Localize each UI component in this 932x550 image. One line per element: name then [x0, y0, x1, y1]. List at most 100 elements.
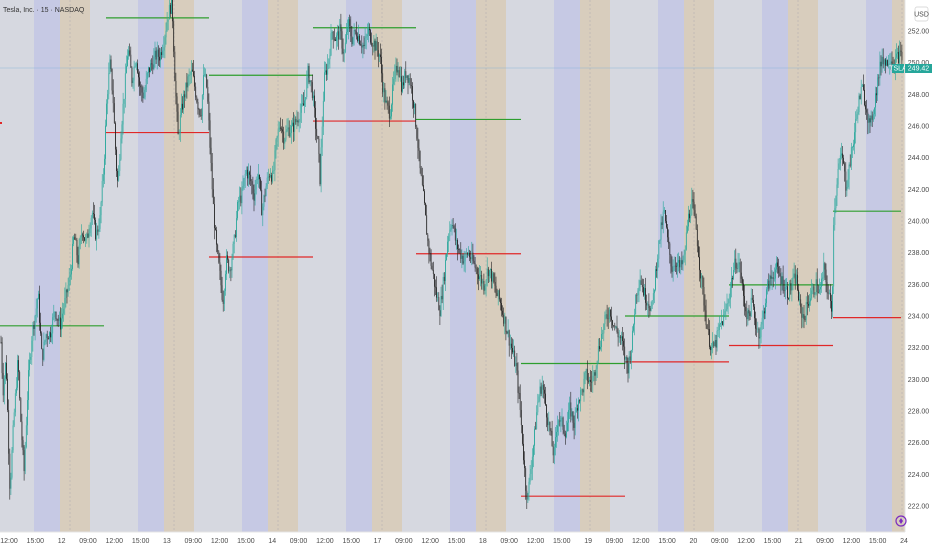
candle-body [358, 35, 359, 41]
candle-body [815, 279, 817, 295]
candle-body [28, 370, 29, 401]
side-marker [0, 122, 2, 124]
candle-body [659, 239, 661, 241]
candle-body [541, 384, 543, 394]
candle-body [674, 265, 676, 267]
candle-body [292, 122, 293, 126]
candle-body [523, 443, 524, 461]
candle-body [137, 63, 138, 73]
candle-body [357, 36, 358, 41]
candle-body [712, 342, 714, 348]
candle-body [11, 450, 13, 478]
time-axis[interactable]: 12:00 15:00 12 09:00 12:00 15:00 13 09:00 12:00 1… [0, 531, 932, 550]
x-tick-label: 20 [690, 538, 698, 545]
candle-body [338, 31, 340, 40]
candle-body [652, 293, 654, 301]
candle-body [130, 54, 132, 68]
candle-body [337, 31, 338, 36]
candle-body [715, 340, 717, 348]
candle-body [863, 84, 864, 90]
candle-body [324, 72, 325, 101]
candle-body [316, 128, 318, 137]
candle-body [779, 273, 781, 277]
candle-body [760, 324, 762, 338]
candle-body [797, 274, 798, 290]
candle-body [365, 36, 367, 39]
candle-body [165, 30, 167, 38]
x-tick-label: 12:00 [527, 538, 545, 545]
candle-body [683, 254, 685, 260]
candle-body [465, 253, 467, 255]
candle-body [254, 189, 256, 201]
candle-body [53, 312, 55, 318]
candle-body [724, 310, 726, 315]
currency-badge[interactable] [914, 6, 929, 22]
price-axis[interactable]: 252.00 250.00 248.00 246.00 244.00 242.00 240.… [889, 0, 932, 532]
candle-body [341, 31, 343, 49]
candle-body [485, 280, 487, 286]
y-tick-label: 228.00 [908, 409, 930, 416]
candle-body [199, 109, 201, 116]
candle-body [497, 290, 499, 297]
candle-body [404, 71, 406, 86]
candle-body [644, 288, 645, 296]
candle-body [481, 275, 483, 284]
x-tick-label: 15:00 [237, 538, 255, 545]
candle-body [24, 446, 26, 472]
candle-body [846, 187, 848, 191]
candle-body [826, 282, 828, 293]
y-tick-label: 250.00 [908, 60, 930, 67]
candle-body [580, 389, 582, 402]
candle-body [258, 174, 259, 180]
candle-body [305, 97, 307, 101]
candle-body [558, 420, 560, 426]
candle-body [272, 170, 274, 182]
candle-body [75, 239, 77, 241]
candle-body [241, 188, 243, 204]
candle-body [618, 336, 620, 338]
candle-body [896, 53, 897, 58]
candle-body [841, 153, 842, 156]
candle-body [604, 314, 606, 325]
candle-body [681, 260, 683, 265]
x-tick-label: 15:00 [448, 538, 466, 545]
candle-body [126, 66, 127, 74]
candle-body [64, 298, 66, 309]
candlestick-series[interactable] [0, 0, 903, 510]
candle-body [226, 255, 227, 275]
candle-body [537, 401, 539, 413]
candle-body [247, 169, 248, 179]
y-tick-label: 234.00 [908, 314, 930, 321]
candle-body [527, 493, 529, 500]
x-tick-label: 12 [58, 538, 66, 545]
candle-body [775, 269, 776, 279]
candle-body [655, 269, 656, 290]
candle-body [530, 468, 532, 474]
candle-body [536, 412, 538, 430]
candle-body [454, 228, 456, 241]
session-band [450, 0, 476, 532]
candle-body [129, 50, 131, 55]
candle-body [286, 129, 288, 132]
candle-body [379, 54, 380, 57]
candle-body [138, 72, 139, 78]
candle-body [201, 94, 203, 117]
candle-body [809, 301, 810, 306]
candle-body [629, 356, 631, 361]
watermark-logo-icon [895, 515, 907, 527]
candle-body [456, 240, 457, 241]
x-tick-label: 15:00 [27, 538, 45, 545]
candle-body [273, 170, 275, 171]
candle-body [786, 286, 787, 287]
y-tick-label: 240.00 [908, 219, 930, 226]
candle-body [127, 56, 128, 67]
candle-body [876, 93, 877, 96]
candle-body [230, 269, 232, 271]
candle-body [726, 303, 728, 310]
candle-body [654, 289, 655, 294]
candle-body [204, 74, 205, 76]
candle-body [831, 301, 832, 312]
candle-body [197, 101, 199, 110]
candle-body [3, 378, 5, 396]
